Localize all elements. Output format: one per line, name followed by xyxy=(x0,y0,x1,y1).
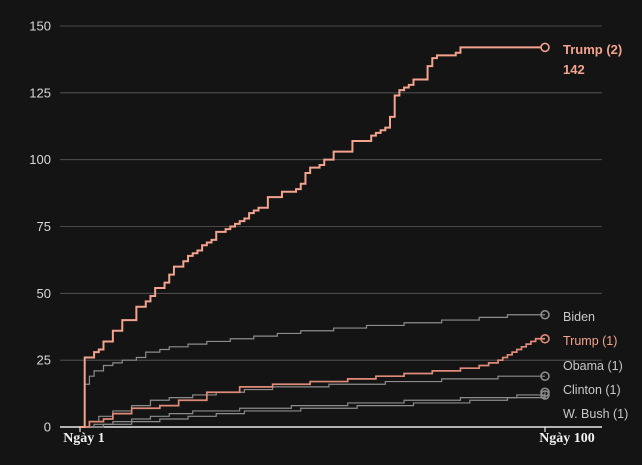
series-lines xyxy=(80,42,550,428)
y-axis-tick-labels: 0 25 50 75 100 125 150 xyxy=(29,19,51,435)
x-axis: Ngày 1 Ngày 100 xyxy=(63,427,595,446)
series-label-trump-2: Trump (2) xyxy=(563,42,622,57)
end-point-trump-1 xyxy=(540,333,550,344)
series-labels: Trump (2) 142 Biden Trump (1) Obama (1) Clint… xyxy=(563,42,628,421)
series-label-w-bush-1: W. Bush (1) xyxy=(563,407,628,421)
series-label-trump-1: Trump (1) xyxy=(563,334,617,348)
x-tick-label: Ngày 1 xyxy=(63,431,105,446)
series-line-trump-2 xyxy=(80,46,545,428)
end-point-w-bush-1 xyxy=(540,390,550,400)
series-line-w-bush-1 xyxy=(80,394,546,428)
end-point-biden xyxy=(540,309,550,320)
end-point-obama-1 xyxy=(540,371,550,382)
x-tick-label: Ngày 100 xyxy=(539,431,595,446)
end-point-trump-2 xyxy=(540,42,550,53)
y-tick-label: 150 xyxy=(29,19,51,34)
series-line-biden xyxy=(80,314,545,428)
series-label-clinton-1: Clinton (1) xyxy=(563,383,621,397)
series-line-trump-1 xyxy=(80,337,545,428)
series-label-obama-1: Obama (1) xyxy=(563,359,623,373)
series-value-trump-2: 142 xyxy=(563,62,585,77)
y-tick-label: 125 xyxy=(29,85,51,100)
y-tick-label: 25 xyxy=(37,353,51,368)
y-tick-label: 75 xyxy=(37,219,51,234)
y-tick-label: 100 xyxy=(29,152,51,167)
series-line-clinton-1 xyxy=(80,392,546,428)
series-label-biden: Biden xyxy=(563,310,595,324)
gridlines xyxy=(60,25,602,428)
y-tick-label: 50 xyxy=(37,286,51,301)
y-tick-label: 0 xyxy=(44,420,51,435)
